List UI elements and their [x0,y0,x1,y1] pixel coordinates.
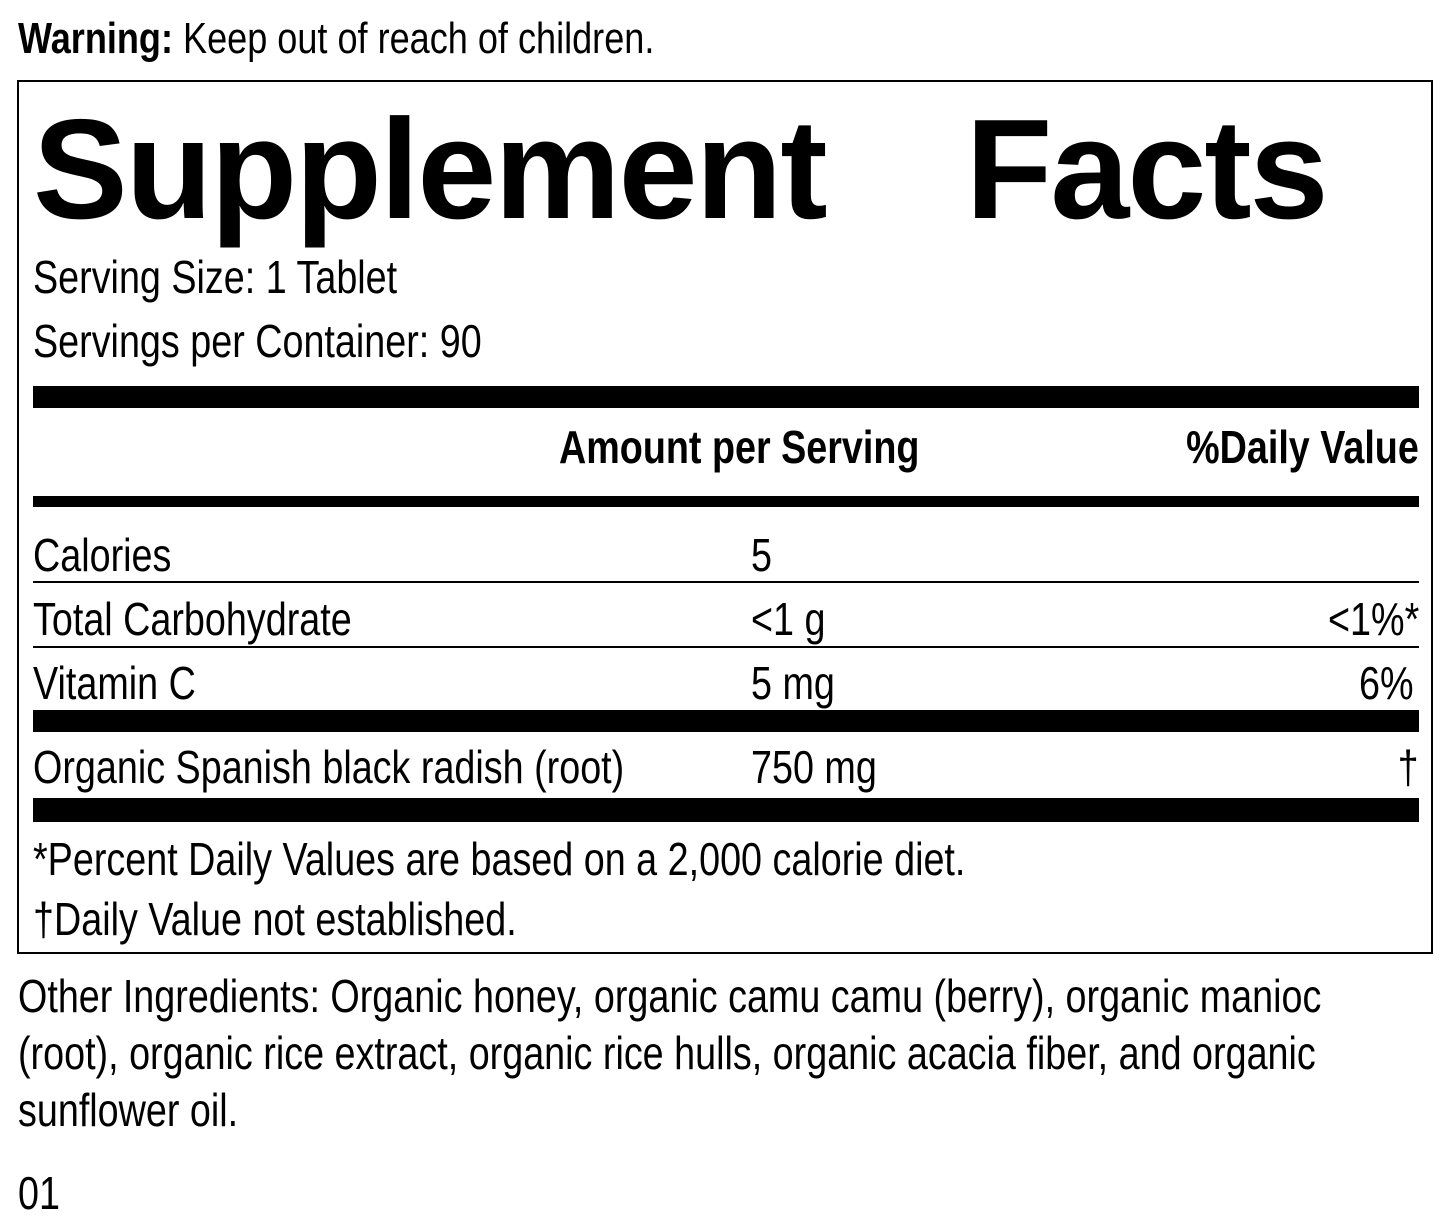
serving-size: Serving Size: 1 Tablet [33,251,398,303]
label-code: 01 [18,1167,60,1219]
row-name: Vitamin C [33,657,196,709]
footnote-dagger: †Daily Value not established. [33,893,517,945]
divider-thick [33,386,1419,408]
row-amount: 5 [751,529,772,581]
row-name: Organic Spanish black radish (root) [33,741,625,793]
row-amount: 5 mg [751,657,835,709]
title-word-2: Facts [965,90,1329,249]
divider-thin [33,581,1419,583]
row-amount: <1 g [751,593,826,645]
divider-thin [33,646,1419,648]
header-amount: Amount per Serving [559,421,920,473]
other-ingredients: Other Ingredients: Organic honey, organi… [18,970,1322,1136]
footnote-percent: *Percent Daily Values are based on a 2,0… [33,833,966,885]
warning-body: Keep out of reach of children. [172,14,655,63]
supplement-facts-panel: Supplement Facts Serving Size: 1 Tablet S… [17,80,1433,954]
warning-text: Warning: Keep out of reach of children. [18,14,654,64]
header-daily-value: %Daily Value [1186,421,1419,473]
row-name: Calories [33,529,172,581]
divider-thick [33,798,1419,822]
row-amount: 750 mg [751,741,877,793]
row-dv: <1%* [1327,593,1419,645]
row-dv: † [1398,741,1419,793]
warning-label: Warning: [18,14,173,63]
divider-thick [33,710,1419,732]
row-dv: 6% [1358,657,1413,709]
panel-title: Supplement Facts [33,88,1329,252]
divider-medium [33,496,1419,507]
servings-per-container: Servings per Container: 90 [33,315,482,367]
title-word-1: Supplement [33,90,828,249]
row-name: Total Carbohydrate [33,593,352,645]
